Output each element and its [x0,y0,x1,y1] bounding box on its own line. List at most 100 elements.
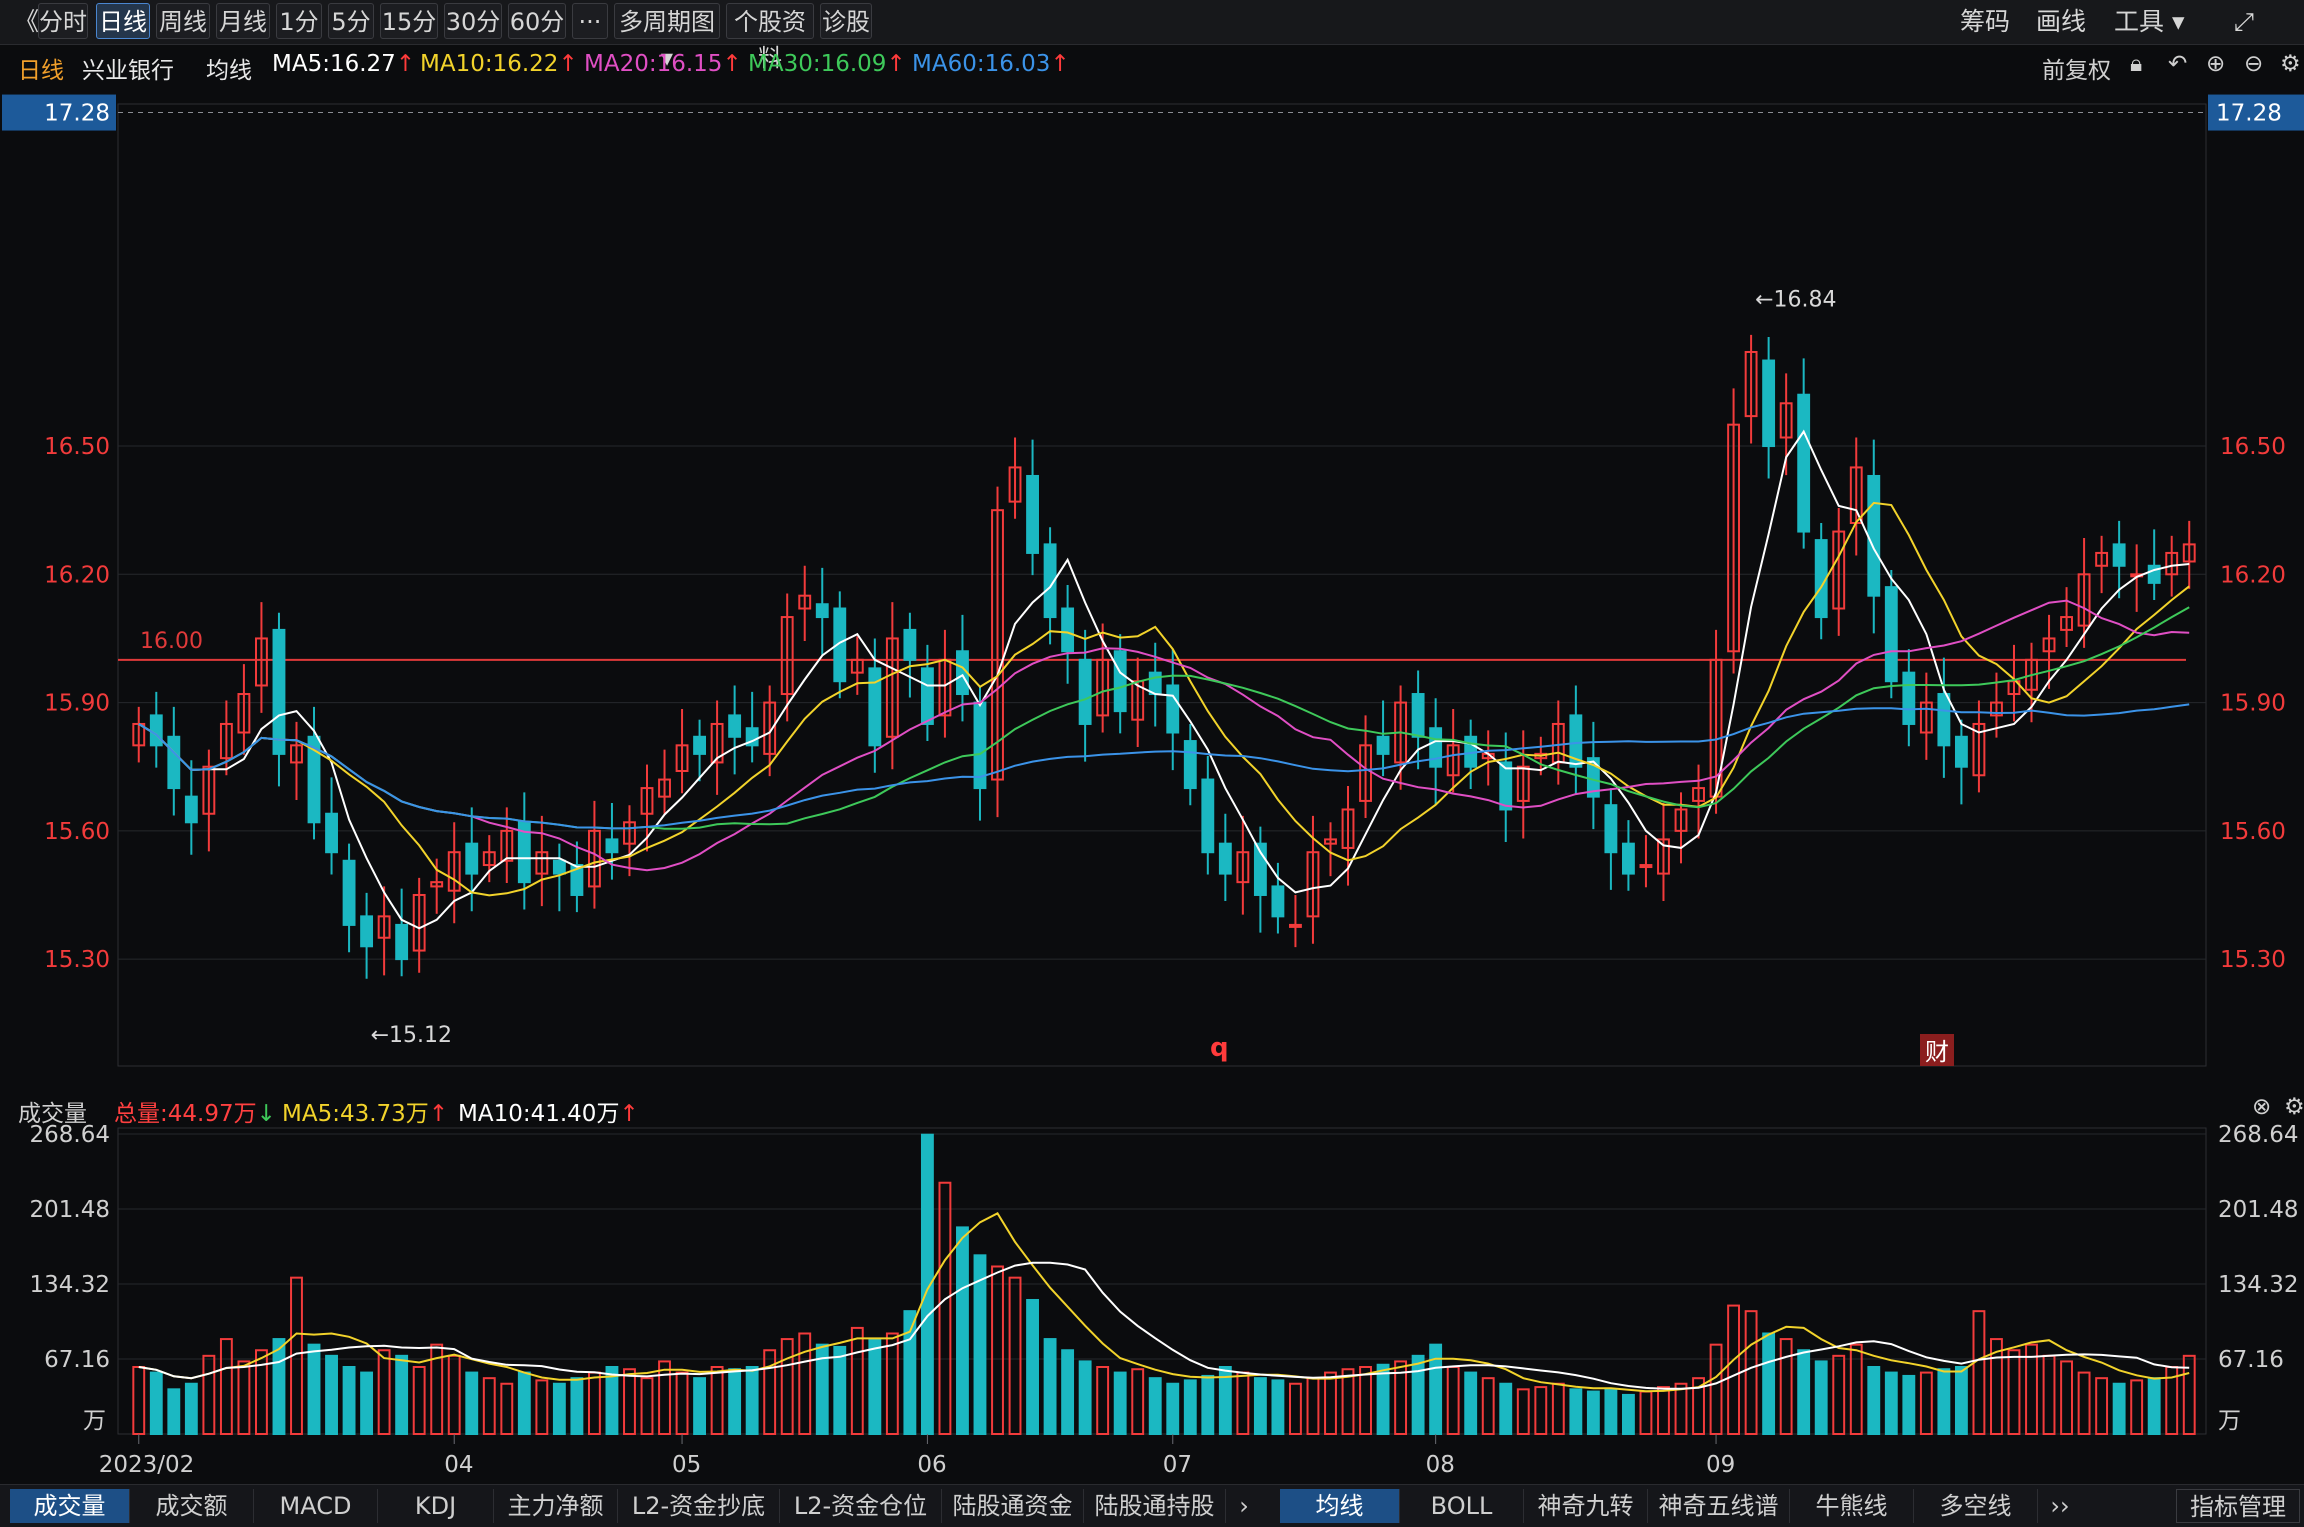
tab-l2-position[interactable]: L2-资金仓位 [780,1489,942,1523]
multi-period-dropdown[interactable]: 多周期图 ▾ [614,3,720,72]
candle-body [2112,543,2126,567]
tab-bull-bear[interactable]: 牛熊线 [1790,1489,1914,1523]
month-label: 05 [672,1452,701,1478]
volume-bar [255,1349,268,1435]
volume-bar [1762,1332,1776,1436]
tab-60min[interactable]: 60分 [508,3,566,39]
tab-daily[interactable]: 日线 [96,3,150,39]
volume-bar [1148,1377,1162,1436]
volume-bar [1359,1365,1372,1436]
ma20-line [138,599,2190,872]
candle-body [482,851,496,867]
candle-body [1306,851,1320,918]
candle-body [1990,701,2003,717]
tab-ma[interactable]: 均线 [1280,1489,1400,1523]
ma20-value: MA20:16.15↑ [584,51,742,77]
volume-ma5-line [138,1211,2190,1393]
candle-body [1183,740,1197,790]
candle-body [535,851,549,875]
tab-five-line[interactable]: 神奇五线谱 [1648,1489,1790,1523]
tab-5min[interactable]: 5分 [328,3,374,39]
back-icon[interactable]: 《 [14,7,40,36]
volume-bar [1990,1338,2003,1435]
volume-bar [728,1368,742,1435]
lock-icon[interactable]: 🔒︎ [2130,51,2143,77]
tab-amount[interactable]: 成交额 [130,1489,254,1523]
volume-bar [1183,1379,1197,1435]
tab-main-net[interactable]: 主力净额 [494,1489,618,1523]
gear-icon[interactable]: ⚙ [2280,51,2301,77]
volume-bar [833,1345,847,1435]
chevron-right-icon[interactable]: › [1239,1492,1249,1520]
tab-30min[interactable]: 30分 [444,3,502,39]
draw-button[interactable]: 画线 [2036,7,2087,36]
gear-icon[interactable]: ⚙ [2284,1094,2304,1120]
volume-bar [1078,1360,1092,1435]
diagnose-button[interactable]: 诊股 [820,3,872,39]
tab-fenshi[interactable]: 分时 [38,3,88,39]
fullscreen-icon[interactable]: ⤢ [2234,7,2255,36]
volume-bar [2060,1360,2073,1435]
ma30-value: MA30:16.09↑ [748,51,906,77]
volume-bar [710,1365,724,1436]
close-icon[interactable]: ⊗ [2252,1094,2272,1120]
candle-body [377,915,391,939]
undo-icon[interactable]: ↶ [2168,51,2188,77]
candle-body [412,893,426,952]
tab-1min[interactable]: 1分 [276,3,322,39]
zoom-out-icon[interactable]: ⊖ [2244,51,2264,77]
candle-body [570,864,584,896]
candle-body [903,628,917,661]
ma-legend: 日线 兴业银行 均线 MA5:16.27↑ MA10:16.22↑ MA20:1… [0,45,2304,85]
tools-button[interactable]: 工具 ▾ [2114,4,2185,40]
more-icon[interactable]: ··· [572,3,608,39]
tab-connect-fund[interactable]: 陆股通资金 [942,1489,1084,1523]
arrow-up-icon: ↑ [886,51,906,77]
indicator-manage-button[interactable]: 指标管理 [2176,1489,2300,1523]
tab-connect-hold[interactable]: 陆股通持股 [1084,1489,1226,1523]
candle-body [710,722,724,764]
volume-bar [868,1338,882,1435]
volume-bar [1113,1371,1127,1435]
candle-body [1902,671,1916,725]
volume-panel-frame [117,1127,2207,1435]
volume-bar [1604,1388,1618,1436]
tab-nine[interactable]: 神奇九转 [1524,1489,1648,1523]
tab-monthly[interactable]: 月线 [216,3,270,39]
tab-boll[interactable]: BOLL [1400,1489,1524,1523]
volume-bar [2182,1354,2196,1436]
ma-label[interactable]: 均线 [206,58,252,84]
volume-bar [2130,1379,2144,1435]
volume-bar [482,1377,496,1436]
tab-15min[interactable]: 15分 [380,3,438,39]
adjust-label[interactable]: 前复权 [2042,58,2111,84]
candle-body [2147,564,2161,584]
tab-l2-bottom[interactable]: L2-资金抄底 [618,1489,780,1523]
stock-profile-button[interactable]: 个股资料 [726,3,814,72]
zoom-in-icon[interactable]: ⊕ [2206,51,2226,77]
tab-long-short[interactable]: 多空线 [1914,1489,2038,1523]
candle-body [728,714,742,738]
volume-bar [2025,1343,2038,1436]
volume-bar [675,1371,689,1435]
candle-body [447,851,461,892]
candle-body [1359,744,1372,802]
volume-label: 成交量 [18,1101,87,1127]
candle-body [2182,543,2196,563]
candle-body [307,735,321,824]
tab-volume[interactable]: 成交量 [10,1489,130,1523]
ma5-line [138,429,2190,930]
volume-bar [605,1365,619,1436]
volume-bar [1043,1338,1057,1435]
candle-body [1148,671,1162,696]
candle-body [833,607,847,683]
chips-button[interactable]: 筹码 [1960,7,2011,36]
ma60-line [138,703,2190,830]
tab-macd[interactable]: MACD [254,1489,378,1523]
chevron-right-icon[interactable]: ›› [2050,1492,2070,1520]
tab-weekly[interactable]: 周线 [156,3,210,39]
candle-body [255,637,268,687]
tab-kdj[interactable]: KDJ [378,1489,494,1523]
volume-bar [693,1377,707,1436]
